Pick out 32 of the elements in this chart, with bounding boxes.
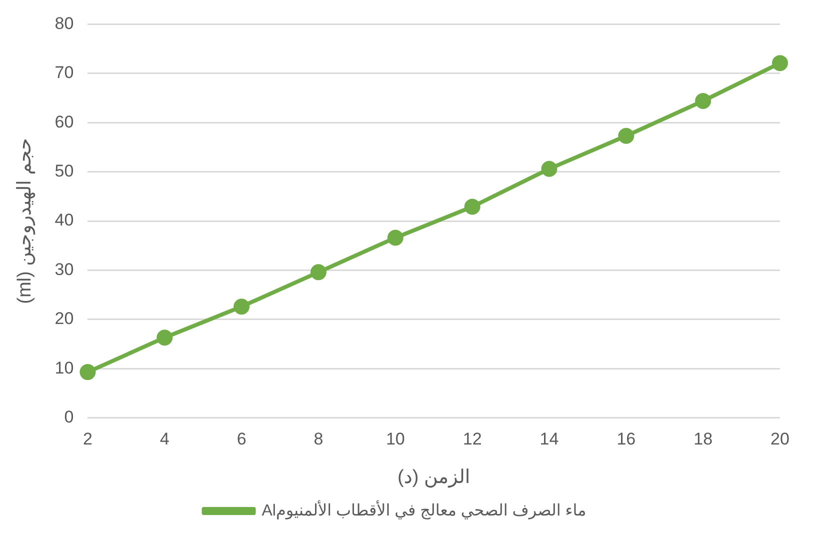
point — [234, 298, 250, 315]
legend-label: ماء الصرف الصحي معالج في الأقطاب الألمنيومAl — [262, 499, 586, 520]
x-tick-label: 6 — [236, 430, 246, 449]
y-axis-title: حجم الهيدروجين (ml) — [14, 138, 36, 304]
y-tick-label: 40 — [54, 210, 74, 230]
x-tick-label: 2 — [82, 430, 92, 449]
y-tick-label: 60 — [54, 112, 74, 132]
x-axis-title: الزمن (د) — [398, 466, 470, 488]
y-tick-label: 70 — [54, 63, 74, 82]
point — [618, 128, 634, 144]
x-tick-label: 4 — [160, 430, 170, 449]
x-tick-label: 16 — [616, 430, 636, 449]
point — [156, 330, 173, 346]
point — [772, 55, 788, 72]
x-tick-label: 20 — [770, 430, 790, 449]
point — [80, 364, 96, 380]
x-tick-label: 14 — [540, 430, 559, 449]
y-tick-label: 30 — [54, 260, 74, 279]
x-tick-label: 12 — [462, 430, 482, 449]
point — [310, 264, 326, 280]
x-tick-label: 18 — [694, 430, 713, 449]
y-tick-label: 50 — [54, 161, 74, 180]
x-tick-label: 8 — [314, 430, 324, 449]
y-tick-label: 0 — [64, 407, 74, 426]
x-tick-label: 10 — [386, 430, 405, 449]
y-tick-label: 80 — [54, 14, 74, 33]
y-tick-label: 10 — [54, 358, 74, 378]
y-tick-label: 20 — [54, 309, 74, 328]
point — [541, 160, 558, 177]
point — [695, 92, 712, 109]
point — [464, 198, 480, 215]
point — [387, 230, 404, 246]
